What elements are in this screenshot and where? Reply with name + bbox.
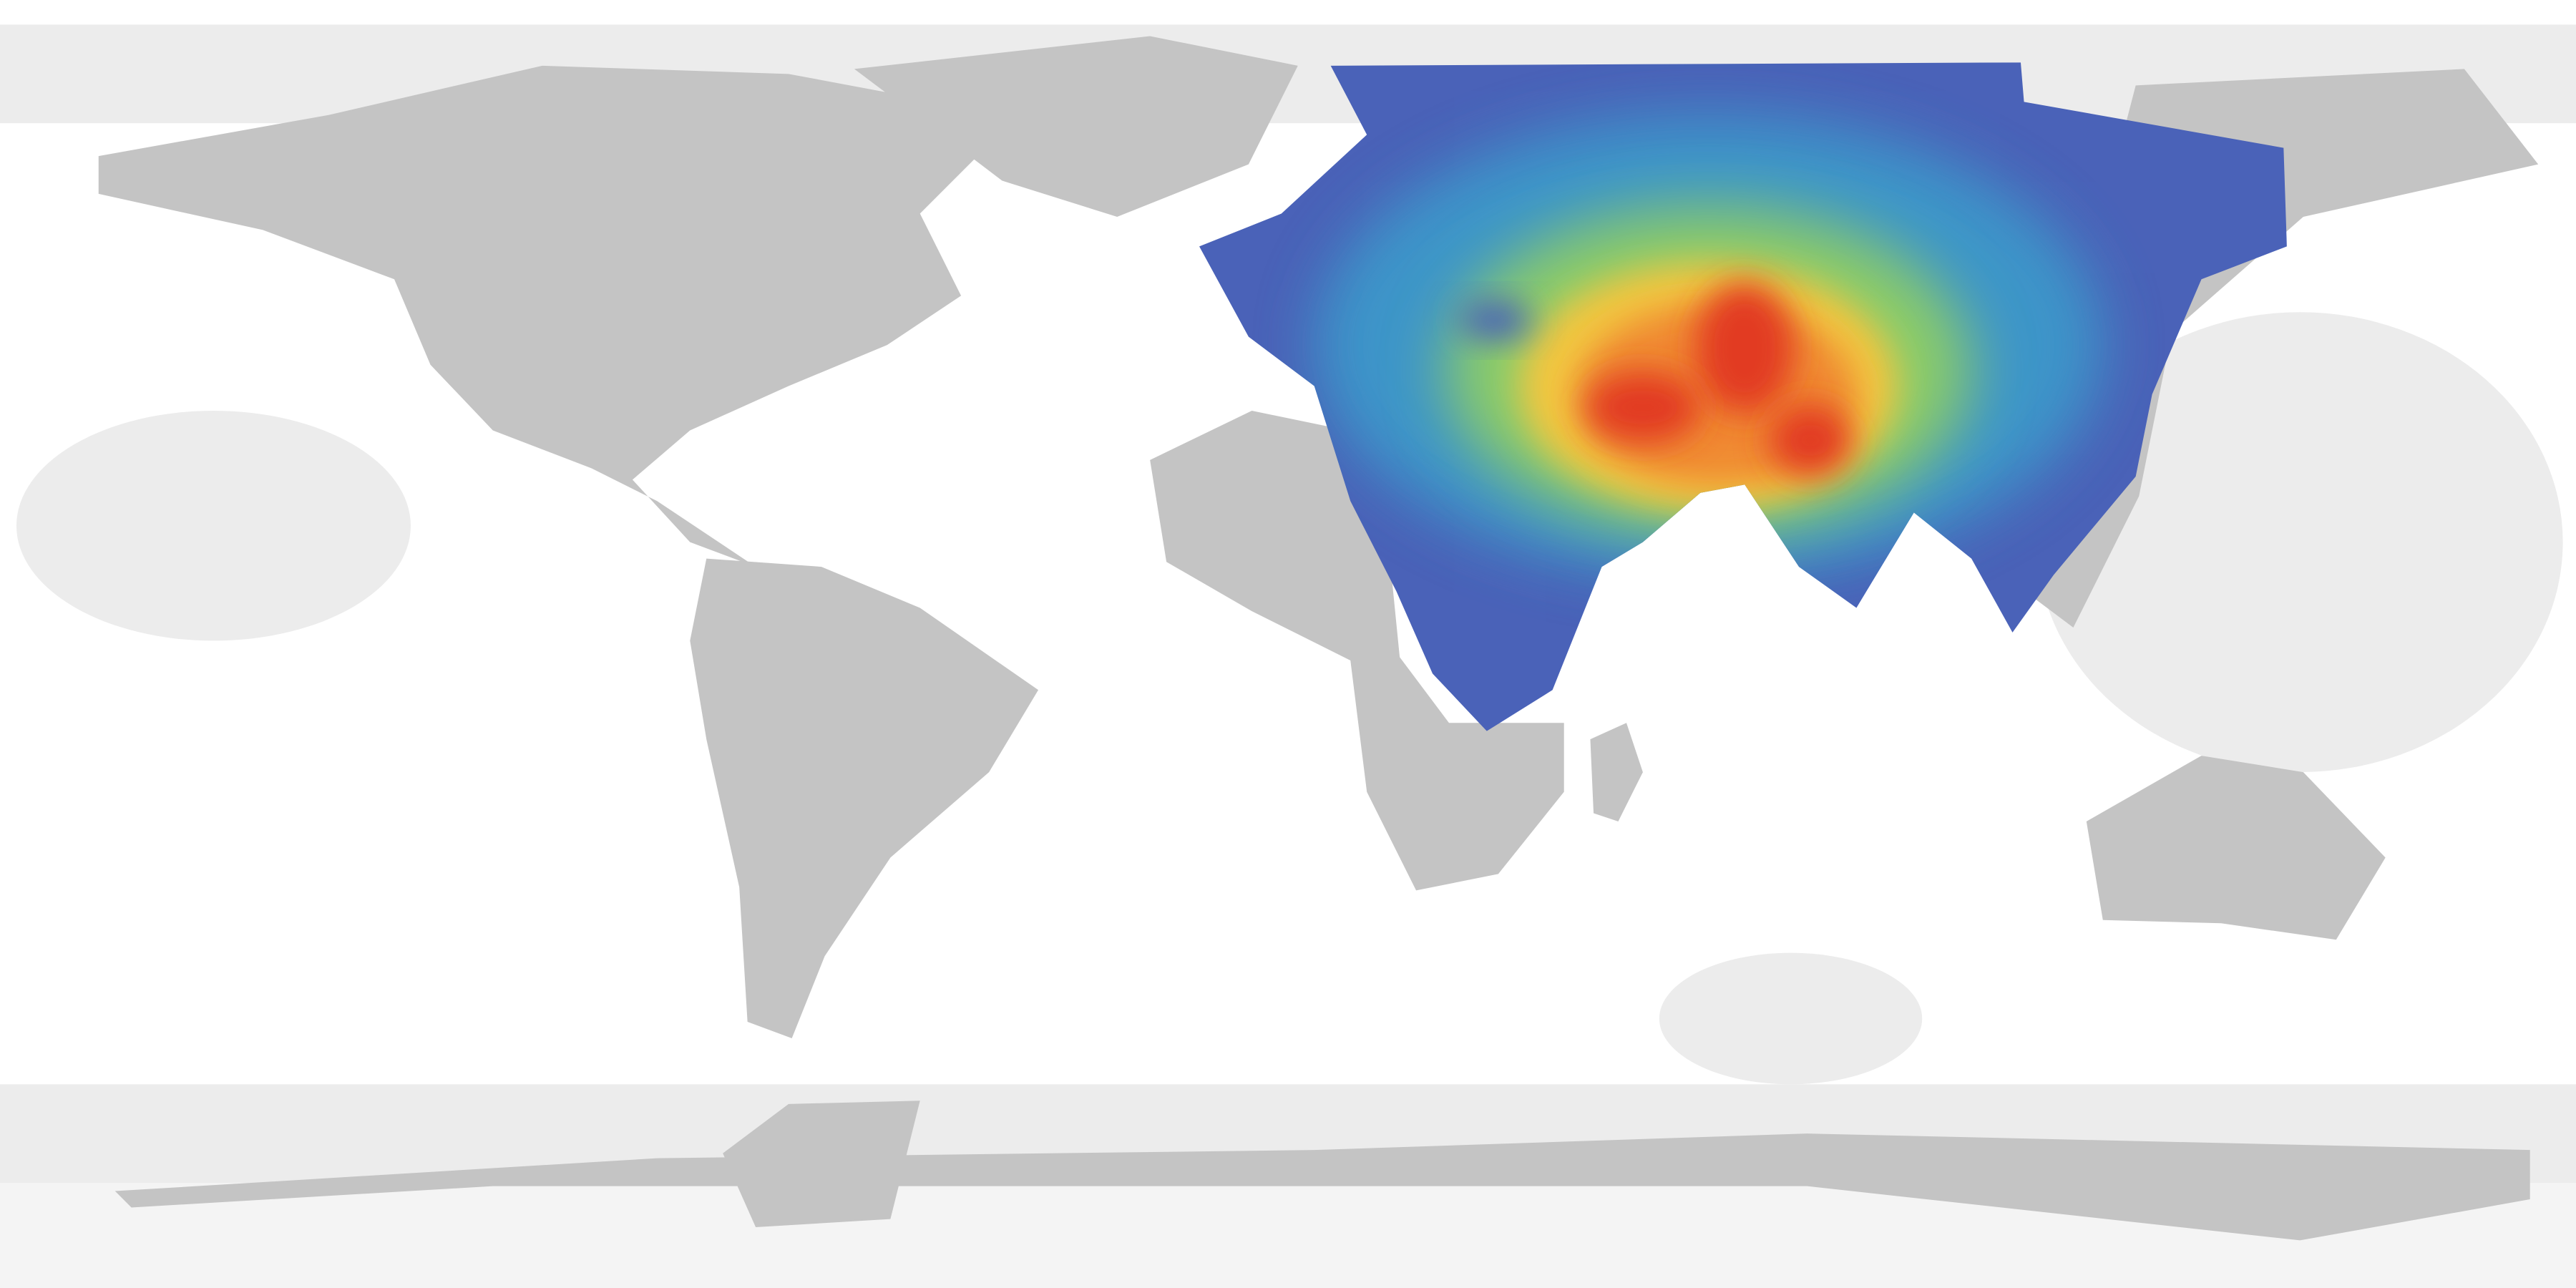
antarctica bbox=[114, 1133, 2530, 1241]
heat-peak bbox=[1585, 371, 1701, 444]
southern-ocean-patch bbox=[1659, 952, 1923, 1085]
heat-dip bbox=[1458, 301, 1531, 341]
north-america bbox=[98, 65, 986, 567]
south-america bbox=[690, 558, 1039, 1039]
pacific-cloud bbox=[16, 410, 411, 641]
heat-peak bbox=[1769, 404, 1852, 477]
australia bbox=[2086, 756, 2386, 940]
madagascar bbox=[1590, 723, 1643, 821]
heat-peak bbox=[1695, 282, 1795, 414]
africa bbox=[1150, 410, 1564, 891]
indonesia-halo bbox=[2036, 312, 2563, 773]
greenland bbox=[854, 36, 1298, 218]
